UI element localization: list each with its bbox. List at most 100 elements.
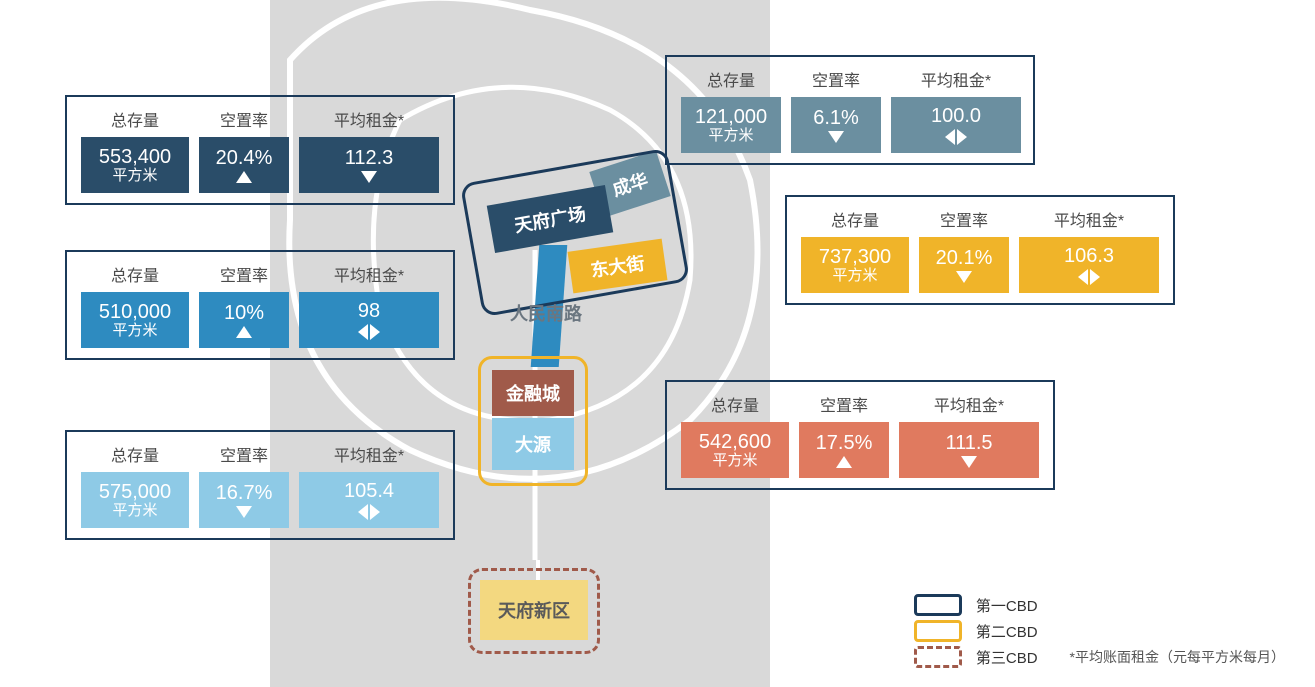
metric-label: 空置率: [220, 262, 268, 286]
metric-box-rent: 100.0: [891, 97, 1021, 153]
metric-label: 平均租金*: [334, 262, 404, 286]
stat-panel: 总存量 553,400平方米 空置率 20.4% 平均租金* 112.3: [65, 95, 455, 205]
metric-box-vacancy: 20.1%: [919, 237, 1009, 293]
legend-swatch: [914, 620, 962, 642]
legend-row: 第三CBD *平均账面租金（元每平方米每月）: [914, 646, 1285, 668]
metric-label: 总存量: [707, 67, 755, 91]
arrow-both-icon: [358, 324, 380, 340]
metric-box-rent: 111.5: [899, 422, 1039, 478]
stock-unit: 平方米: [112, 503, 157, 520]
metric-label: 空置率: [220, 442, 268, 466]
metric-stock: 总存量 510,000平方米: [81, 262, 189, 348]
vacancy-value: 6.1%: [813, 107, 859, 129]
metric-label: 空置率: [812, 67, 860, 91]
arrow-down-icon: [361, 171, 377, 183]
metric-stock: 总存量 542,600平方米: [681, 392, 789, 478]
metric-label: 平均租金*: [334, 107, 404, 131]
metric-vacancy: 空置率 20.1%: [919, 207, 1009, 293]
stock-unit: 平方米: [112, 323, 157, 340]
stock-unit: 平方米: [832, 268, 877, 285]
metric-rent: 平均租金* 112.3: [299, 107, 439, 193]
metric-label: 空置率: [220, 107, 268, 131]
metric-box-stock: 542,600平方米: [681, 422, 789, 478]
metric-label: 总存量: [111, 262, 159, 286]
metric-label: 总存量: [831, 207, 879, 231]
metric-box-vacancy: 6.1%: [791, 97, 881, 153]
vacancy-value: 20.4%: [216, 147, 273, 169]
legend-label: 第三CBD: [976, 647, 1038, 668]
stock-unit: 平方米: [708, 128, 753, 145]
stock-value: 510,000: [99, 301, 171, 323]
metric-label: 空置率: [820, 392, 868, 416]
metric-vacancy: 空置率 20.4%: [199, 107, 289, 193]
metric-label: 空置率: [940, 207, 988, 231]
rent-value: 100.0: [931, 105, 981, 127]
rent-value: 111.5: [945, 432, 992, 454]
legend-footnote: *平均账面租金（元每平方米每月）: [1070, 647, 1285, 667]
arrow-up-icon: [836, 456, 852, 468]
arrow-down-icon: [956, 271, 972, 283]
metric-vacancy: 空置率 6.1%: [791, 67, 881, 153]
vacancy-value: 20.1%: [936, 247, 993, 269]
stat-panel: 总存量 542,600平方米 空置率 17.5% 平均租金* 111.5: [665, 380, 1055, 490]
legend-label: 第二CBD: [976, 621, 1038, 642]
metric-box-stock: 737,300平方米: [801, 237, 909, 293]
stock-unit: 平方米: [712, 453, 757, 470]
arrow-both-icon: [358, 504, 380, 520]
stock-value: 542,600: [699, 431, 771, 453]
metric-box-vacancy: 20.4%: [199, 137, 289, 193]
stat-panel: 总存量 121,000平方米 空置率 6.1% 平均租金* 100.0: [665, 55, 1035, 165]
metric-box-vacancy: 10%: [199, 292, 289, 348]
metric-box-rent: 112.3: [299, 137, 439, 193]
vacancy-value: 16.7%: [216, 482, 273, 504]
rent-value: 105.4: [344, 480, 394, 502]
metric-label: 总存量: [111, 107, 159, 131]
metric-box-stock: 575,000平方米: [81, 472, 189, 528]
metric-rent: 平均租金* 106.3: [1019, 207, 1159, 293]
stat-panel: 总存量 575,000平方米 空置率 16.7% 平均租金* 105.4: [65, 430, 455, 540]
legend-row: 第二CBD: [914, 620, 1285, 642]
metric-box-vacancy: 17.5%: [799, 422, 889, 478]
metric-vacancy: 空置率 16.7%: [199, 442, 289, 528]
rent-value: 106.3: [1064, 245, 1114, 267]
metric-vacancy: 空置率 10%: [199, 262, 289, 348]
metric-rent: 平均租金* 111.5: [899, 392, 1039, 478]
stock-value: 575,000: [99, 481, 171, 503]
arrow-down-icon: [961, 456, 977, 468]
metric-rent: 平均租金* 100.0: [891, 67, 1021, 153]
metric-label: 平均租金*: [934, 392, 1004, 416]
arrow-up-icon: [236, 326, 252, 338]
metric-stock: 总存量 553,400平方米: [81, 107, 189, 193]
stock-value: 553,400: [99, 146, 171, 168]
arrow-down-icon: [236, 506, 252, 518]
metric-label: 平均租金*: [334, 442, 404, 466]
legend-row: 第一CBD: [914, 594, 1285, 616]
arrow-both-icon: [945, 129, 967, 145]
arrow-down-icon: [828, 131, 844, 143]
metric-box-vacancy: 16.7%: [199, 472, 289, 528]
metric-vacancy: 空置率 17.5%: [799, 392, 889, 478]
metric-box-stock: 510,000平方米: [81, 292, 189, 348]
metric-label: 总存量: [111, 442, 159, 466]
rent-value: 98: [358, 300, 380, 322]
legend-swatch: [914, 646, 962, 668]
metric-box-stock: 553,400平方米: [81, 137, 189, 193]
arrow-up-icon: [236, 171, 252, 183]
vacancy-value: 10%: [224, 302, 264, 324]
stat-panel: 总存量 737,300平方米 空置率 20.1% 平均租金* 106.3: [785, 195, 1175, 305]
stat-panel: 总存量 510,000平方米 空置率 10% 平均租金* 98: [65, 250, 455, 360]
vacancy-value: 17.5%: [816, 432, 873, 454]
metric-rent: 平均租金* 98: [299, 262, 439, 348]
legend-label: 第一CBD: [976, 595, 1038, 616]
rent-value: 112.3: [345, 147, 394, 169]
metric-label: 平均租金*: [1054, 207, 1124, 231]
metric-box-stock: 121,000平方米: [681, 97, 781, 153]
map-label-renmin: 人民南路: [510, 300, 582, 326]
legend-swatch: [914, 594, 962, 616]
metric-label: 平均租金*: [921, 67, 991, 91]
cbd-outline-cbd3: [468, 568, 600, 654]
cbd-outline-cbd2: [478, 356, 588, 486]
metric-stock: 总存量 737,300平方米: [801, 207, 909, 293]
metric-label: 总存量: [711, 392, 759, 416]
legend: 第一CBD 第二CBD 第三CBD *平均账面租金（元每平方米每月）: [914, 594, 1285, 672]
